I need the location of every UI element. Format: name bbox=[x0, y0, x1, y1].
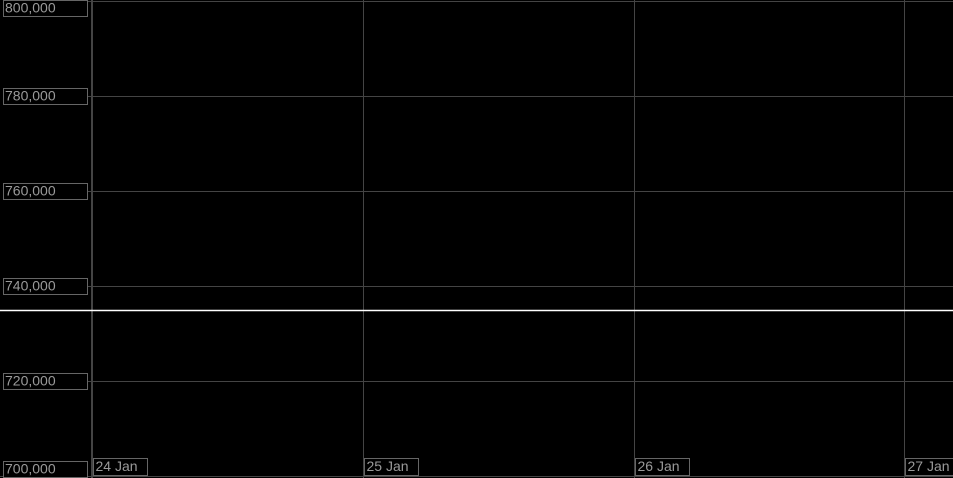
x-tick-box bbox=[93, 458, 148, 476]
x-tick-label: 27 Jan bbox=[908, 458, 950, 474]
x-tick-box bbox=[635, 458, 690, 476]
y-tick-box bbox=[3, 183, 88, 200]
y-tick-box bbox=[3, 373, 88, 390]
y-tick-label: 720,000 bbox=[5, 373, 56, 389]
x-tick-box bbox=[905, 458, 953, 476]
y-tick-label: 800,000 bbox=[5, 0, 56, 16]
y-tick-label: 760,000 bbox=[5, 183, 56, 199]
y-tick-label: 740,000 bbox=[5, 278, 56, 294]
x-tick-label: 25 Jan bbox=[367, 458, 409, 474]
y-tick-box bbox=[3, 0, 88, 17]
x-tick-label: 24 Jan bbox=[96, 458, 138, 474]
y-tick-label: 700,000 bbox=[5, 461, 56, 477]
y-tick-box bbox=[3, 278, 88, 295]
x-tick-box bbox=[364, 458, 419, 476]
y-tick-label: 780,000 bbox=[5, 88, 56, 104]
x-tick-label: 26 Jan bbox=[638, 458, 680, 474]
y-tick-box bbox=[3, 88, 88, 105]
